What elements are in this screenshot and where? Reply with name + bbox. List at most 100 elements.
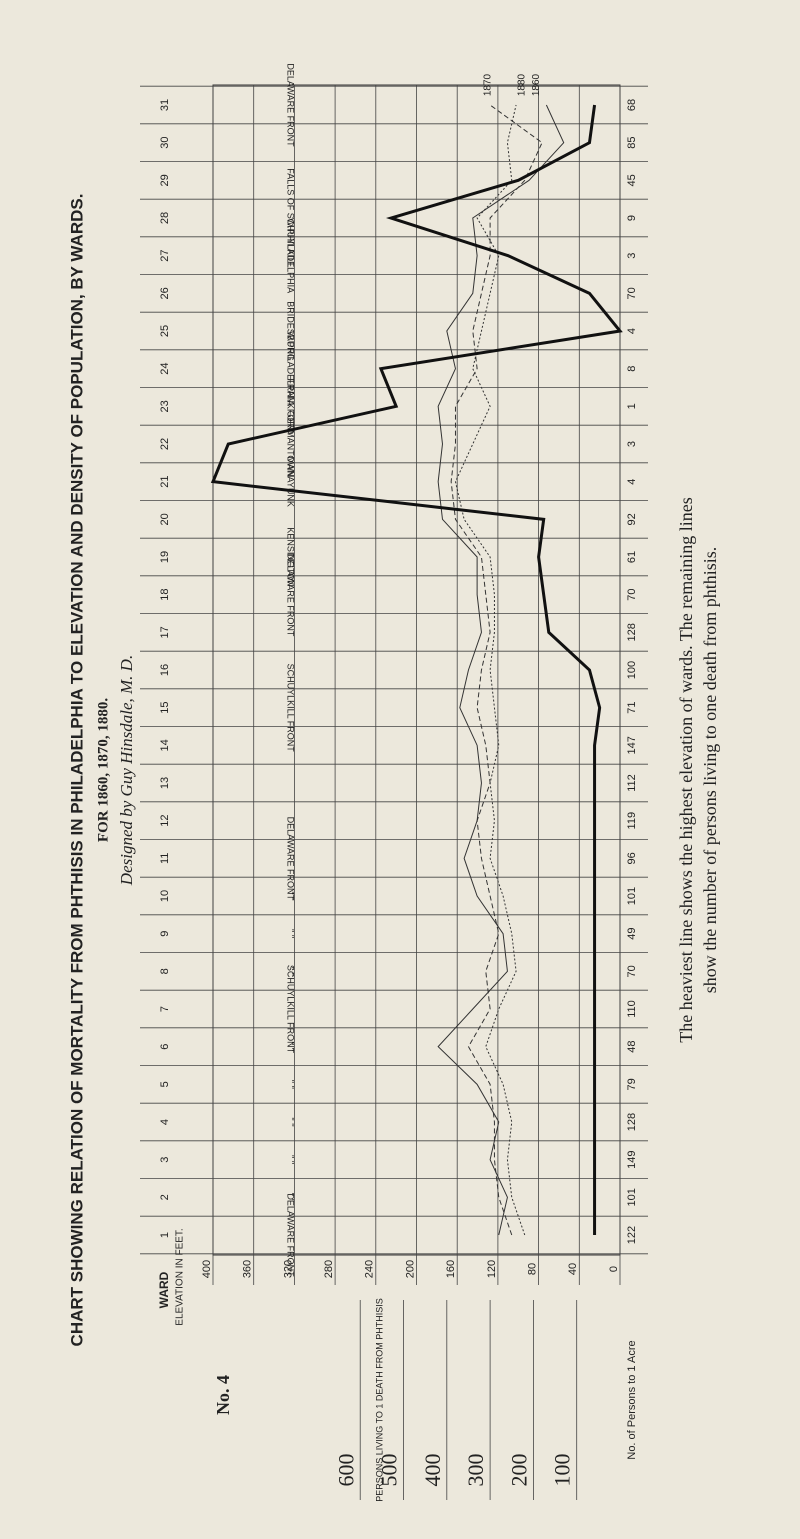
ward-number: 22: [159, 438, 171, 450]
y2-tick-label: 600: [333, 1454, 358, 1487]
series-label: 1860: [531, 73, 542, 96]
ward-number: 28: [159, 212, 171, 224]
y-tick-label: 80: [527, 1263, 539, 1275]
y2-tick-label: 200: [506, 1454, 531, 1487]
place-label: DELAWARE FRONT: [286, 63, 296, 147]
note-line: The heaviest line shows the highest elev…: [676, 497, 696, 1043]
place-label: '' '': [286, 1117, 296, 1127]
density-value: 147: [626, 736, 638, 754]
chart-title: CHART SHOWING RELATION OF MORTALITY FROM…: [67, 194, 86, 1347]
place-label: '' '': [286, 1080, 296, 1090]
density-value: 128: [626, 623, 638, 641]
ward-number: 25: [159, 325, 171, 337]
ward-number: 10: [159, 890, 171, 902]
y-tick-label: 320: [282, 1260, 294, 1278]
place-label: '' '': [286, 1155, 296, 1165]
place-label: DELAWARE FRONT: [286, 817, 296, 901]
ward-number: 2: [159, 1194, 171, 1200]
place-label: '' '': [286, 1042, 296, 1052]
place-label: '' '': [286, 1193, 296, 1203]
place-label: SCHUYLKILL FRONT: [286, 664, 296, 753]
y-tick-label: 280: [323, 1260, 335, 1278]
density-value: 4: [626, 328, 638, 334]
y-tick-label: 360: [242, 1260, 254, 1278]
density-value: 112: [626, 774, 638, 792]
y-tick-label: 0: [608, 1266, 620, 1272]
series-line: [450, 104, 543, 1236]
ward-number: 20: [159, 513, 171, 525]
density-value: 61: [626, 551, 638, 563]
density-label: No. of Persons to 1 Acre: [626, 1340, 638, 1459]
density-value: 70: [626, 589, 638, 601]
ward-number: 21: [159, 476, 171, 488]
place-label: BRIDESBURG: [286, 301, 296, 361]
series-label: 1880: [517, 73, 528, 96]
density-value: 1: [626, 403, 638, 409]
density-value: 110: [626, 1000, 638, 1018]
y2-tick-label: 500: [377, 1454, 402, 1487]
density-value: 68: [626, 99, 638, 111]
place-label: FRANKFORD: [286, 378, 296, 435]
designer: Designed by Guy Hinsdale, M. D.: [117, 655, 136, 886]
density-value: 79: [626, 1078, 638, 1090]
density-value: 49: [626, 928, 638, 940]
ward-number: 15: [159, 702, 171, 714]
plate-number: No. 4: [213, 1375, 233, 1415]
density-value: 96: [626, 852, 638, 864]
ward-number: 8: [159, 968, 171, 974]
density-value: 128: [626, 1113, 638, 1131]
chart-subtitle: FOR 1860, 1870, 1880.: [95, 698, 111, 842]
density-value: 48: [626, 1041, 638, 1053]
ward-number: 11: [159, 853, 171, 864]
density-value: 4: [626, 479, 638, 485]
ward-number: 17: [159, 626, 171, 638]
series-line: [437, 104, 565, 1236]
y2-tick-label: 400: [420, 1454, 445, 1487]
y-tick-label: 400: [201, 1260, 213, 1278]
ward-number: 19: [159, 551, 171, 563]
place-label: DELAWARE FRONT: [286, 553, 296, 637]
y-tick-label: 200: [404, 1260, 416, 1278]
density-value: 101: [626, 1188, 638, 1206]
density-value: 8: [626, 366, 638, 372]
ward-number: 12: [159, 815, 171, 827]
place-label: MANAYUNK: [286, 456, 296, 506]
place-label: SCHUYLKILL FRONT: [286, 965, 296, 1054]
place-label: KENSINGTON: [286, 527, 296, 586]
ward-number: 24: [159, 363, 171, 375]
place-label: GERMANTOWN: [286, 411, 296, 478]
ward-number: 13: [159, 777, 171, 789]
note-line: show the number of persons living to one…: [700, 547, 720, 993]
ward-number: 16: [159, 664, 171, 676]
ward-number: 29: [159, 174, 171, 186]
density-value: 122: [626, 1226, 638, 1244]
density-value: 92: [626, 513, 638, 525]
density-value: 101: [626, 887, 638, 905]
density-value: 100: [626, 661, 638, 679]
ward-number: 23: [159, 400, 171, 412]
y-tick-label: 160: [445, 1260, 457, 1278]
density-value: 85: [626, 137, 638, 149]
density-value: 3: [626, 253, 638, 259]
y-tick-label: 240: [364, 1260, 376, 1278]
ward-number: 18: [159, 589, 171, 601]
category-label: WARD: [157, 1271, 171, 1308]
ward-number: 3: [159, 1157, 171, 1163]
density-value: 119: [626, 812, 638, 830]
ward-number: 7: [159, 1006, 171, 1012]
place-label: W.PHILADELPHIA: [286, 331, 296, 406]
density-value: 3: [626, 441, 638, 447]
y-tick-label: 40: [567, 1263, 579, 1275]
elevation-line: [210, 104, 623, 1235]
place-label: W.PHILADELPHIA: [286, 218, 296, 293]
ward-number: 14: [159, 739, 171, 751]
ward-number: 5: [159, 1081, 171, 1087]
density-value: 149: [626, 1150, 638, 1168]
note: The heaviest line shows the highest elev…: [676, 497, 720, 1043]
place-label: DELAWARE FRONT: [286, 1193, 296, 1277]
ward-number: 31: [159, 99, 171, 111]
density-value: 45: [626, 174, 638, 186]
y2-tick-label: 100: [550, 1454, 575, 1487]
